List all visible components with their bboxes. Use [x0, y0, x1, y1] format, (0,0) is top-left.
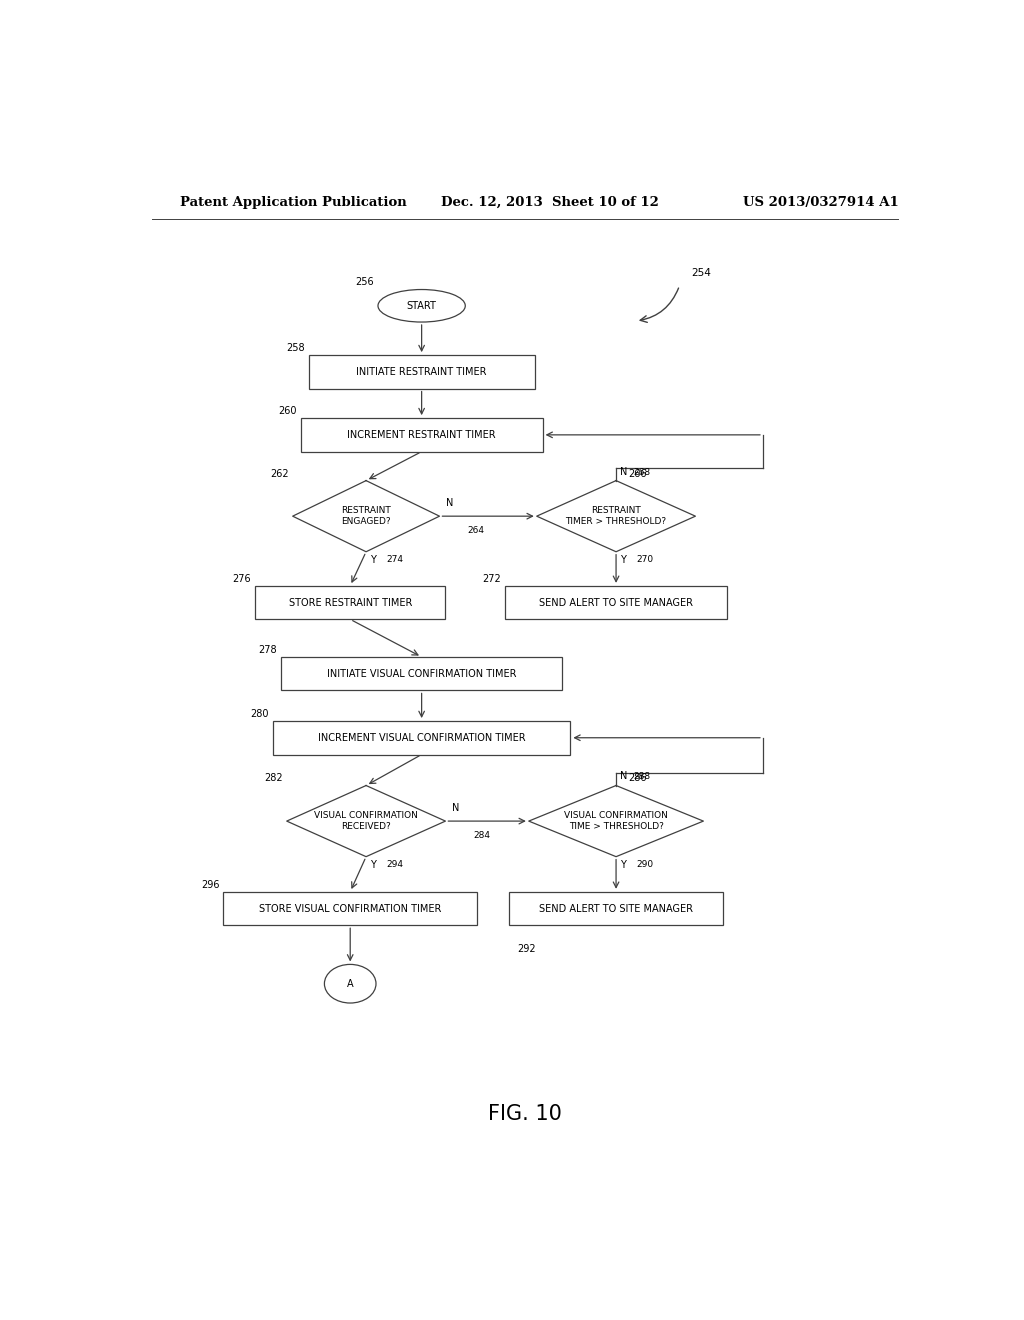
Text: Y: Y	[620, 554, 626, 565]
FancyBboxPatch shape	[505, 586, 727, 619]
Text: 262: 262	[270, 469, 289, 479]
Text: 292: 292	[517, 944, 536, 953]
Text: 284: 284	[473, 832, 490, 841]
FancyBboxPatch shape	[301, 418, 543, 451]
Text: Dec. 12, 2013  Sheet 10 of 12: Dec. 12, 2013 Sheet 10 of 12	[441, 195, 659, 209]
Text: 276: 276	[232, 574, 251, 583]
Ellipse shape	[325, 965, 376, 1003]
Text: 260: 260	[279, 407, 297, 416]
Text: SEND ALERT TO SITE MANAGER: SEND ALERT TO SITE MANAGER	[539, 598, 693, 607]
Text: 266: 266	[628, 469, 646, 479]
Text: 288: 288	[634, 772, 650, 781]
FancyBboxPatch shape	[272, 721, 570, 755]
Text: RESTRAINT
ENGAGED?: RESTRAINT ENGAGED?	[341, 507, 391, 525]
Text: INITIATE RESTRAINT TIMER: INITIATE RESTRAINT TIMER	[356, 367, 486, 376]
Text: 272: 272	[482, 574, 501, 583]
Text: STORE RESTRAINT TIMER: STORE RESTRAINT TIMER	[289, 598, 412, 607]
Text: 270: 270	[636, 554, 653, 564]
Text: Y: Y	[370, 554, 376, 565]
Text: N: N	[452, 803, 459, 813]
Text: 268: 268	[634, 467, 650, 477]
Text: INCREMENT RESTRAINT TIMER: INCREMENT RESTRAINT TIMER	[347, 430, 496, 440]
Text: N: N	[445, 498, 454, 508]
FancyBboxPatch shape	[281, 657, 562, 690]
Ellipse shape	[378, 289, 465, 322]
Text: 294: 294	[386, 859, 402, 869]
Text: N: N	[620, 771, 628, 781]
Text: VISUAL CONFIRMATION
TIME > THRESHOLD?: VISUAL CONFIRMATION TIME > THRESHOLD?	[564, 812, 668, 830]
Text: INCREMENT VISUAL CONFIRMATION TIMER: INCREMENT VISUAL CONFIRMATION TIMER	[317, 733, 525, 743]
Text: SEND ALERT TO SITE MANAGER: SEND ALERT TO SITE MANAGER	[539, 903, 693, 913]
Text: N: N	[620, 466, 628, 477]
Text: 290: 290	[636, 859, 653, 869]
FancyBboxPatch shape	[255, 586, 445, 619]
Text: 264: 264	[467, 527, 484, 536]
Text: 274: 274	[386, 554, 402, 564]
Text: RESTRAINT
TIMER > THRESHOLD?: RESTRAINT TIMER > THRESHOLD?	[565, 507, 667, 525]
Text: INITIATE VISUAL CONFIRMATION TIMER: INITIATE VISUAL CONFIRMATION TIMER	[327, 669, 516, 678]
Text: 256: 256	[355, 277, 374, 288]
Text: STORE VISUAL CONFIRMATION TIMER: STORE VISUAL CONFIRMATION TIMER	[259, 903, 441, 913]
Text: FIG. 10: FIG. 10	[487, 1104, 562, 1123]
Text: START: START	[407, 301, 436, 310]
FancyBboxPatch shape	[509, 892, 723, 925]
Text: Y: Y	[370, 859, 376, 870]
Text: US 2013/0327914 A1: US 2013/0327914 A1	[743, 195, 899, 209]
Text: 296: 296	[201, 879, 219, 890]
Text: 280: 280	[250, 709, 269, 719]
Text: 278: 278	[258, 645, 276, 655]
Text: 254: 254	[691, 268, 712, 279]
Text: 286: 286	[628, 774, 646, 784]
Text: Y: Y	[620, 859, 626, 870]
Text: 258: 258	[286, 343, 304, 352]
Text: VISUAL CONFIRMATION
RECEIVED?: VISUAL CONFIRMATION RECEIVED?	[314, 812, 418, 830]
Text: A: A	[347, 978, 353, 989]
FancyBboxPatch shape	[223, 892, 477, 925]
FancyBboxPatch shape	[308, 355, 535, 388]
Text: 282: 282	[264, 774, 283, 784]
Text: Patent Application Publication: Patent Application Publication	[179, 195, 407, 209]
